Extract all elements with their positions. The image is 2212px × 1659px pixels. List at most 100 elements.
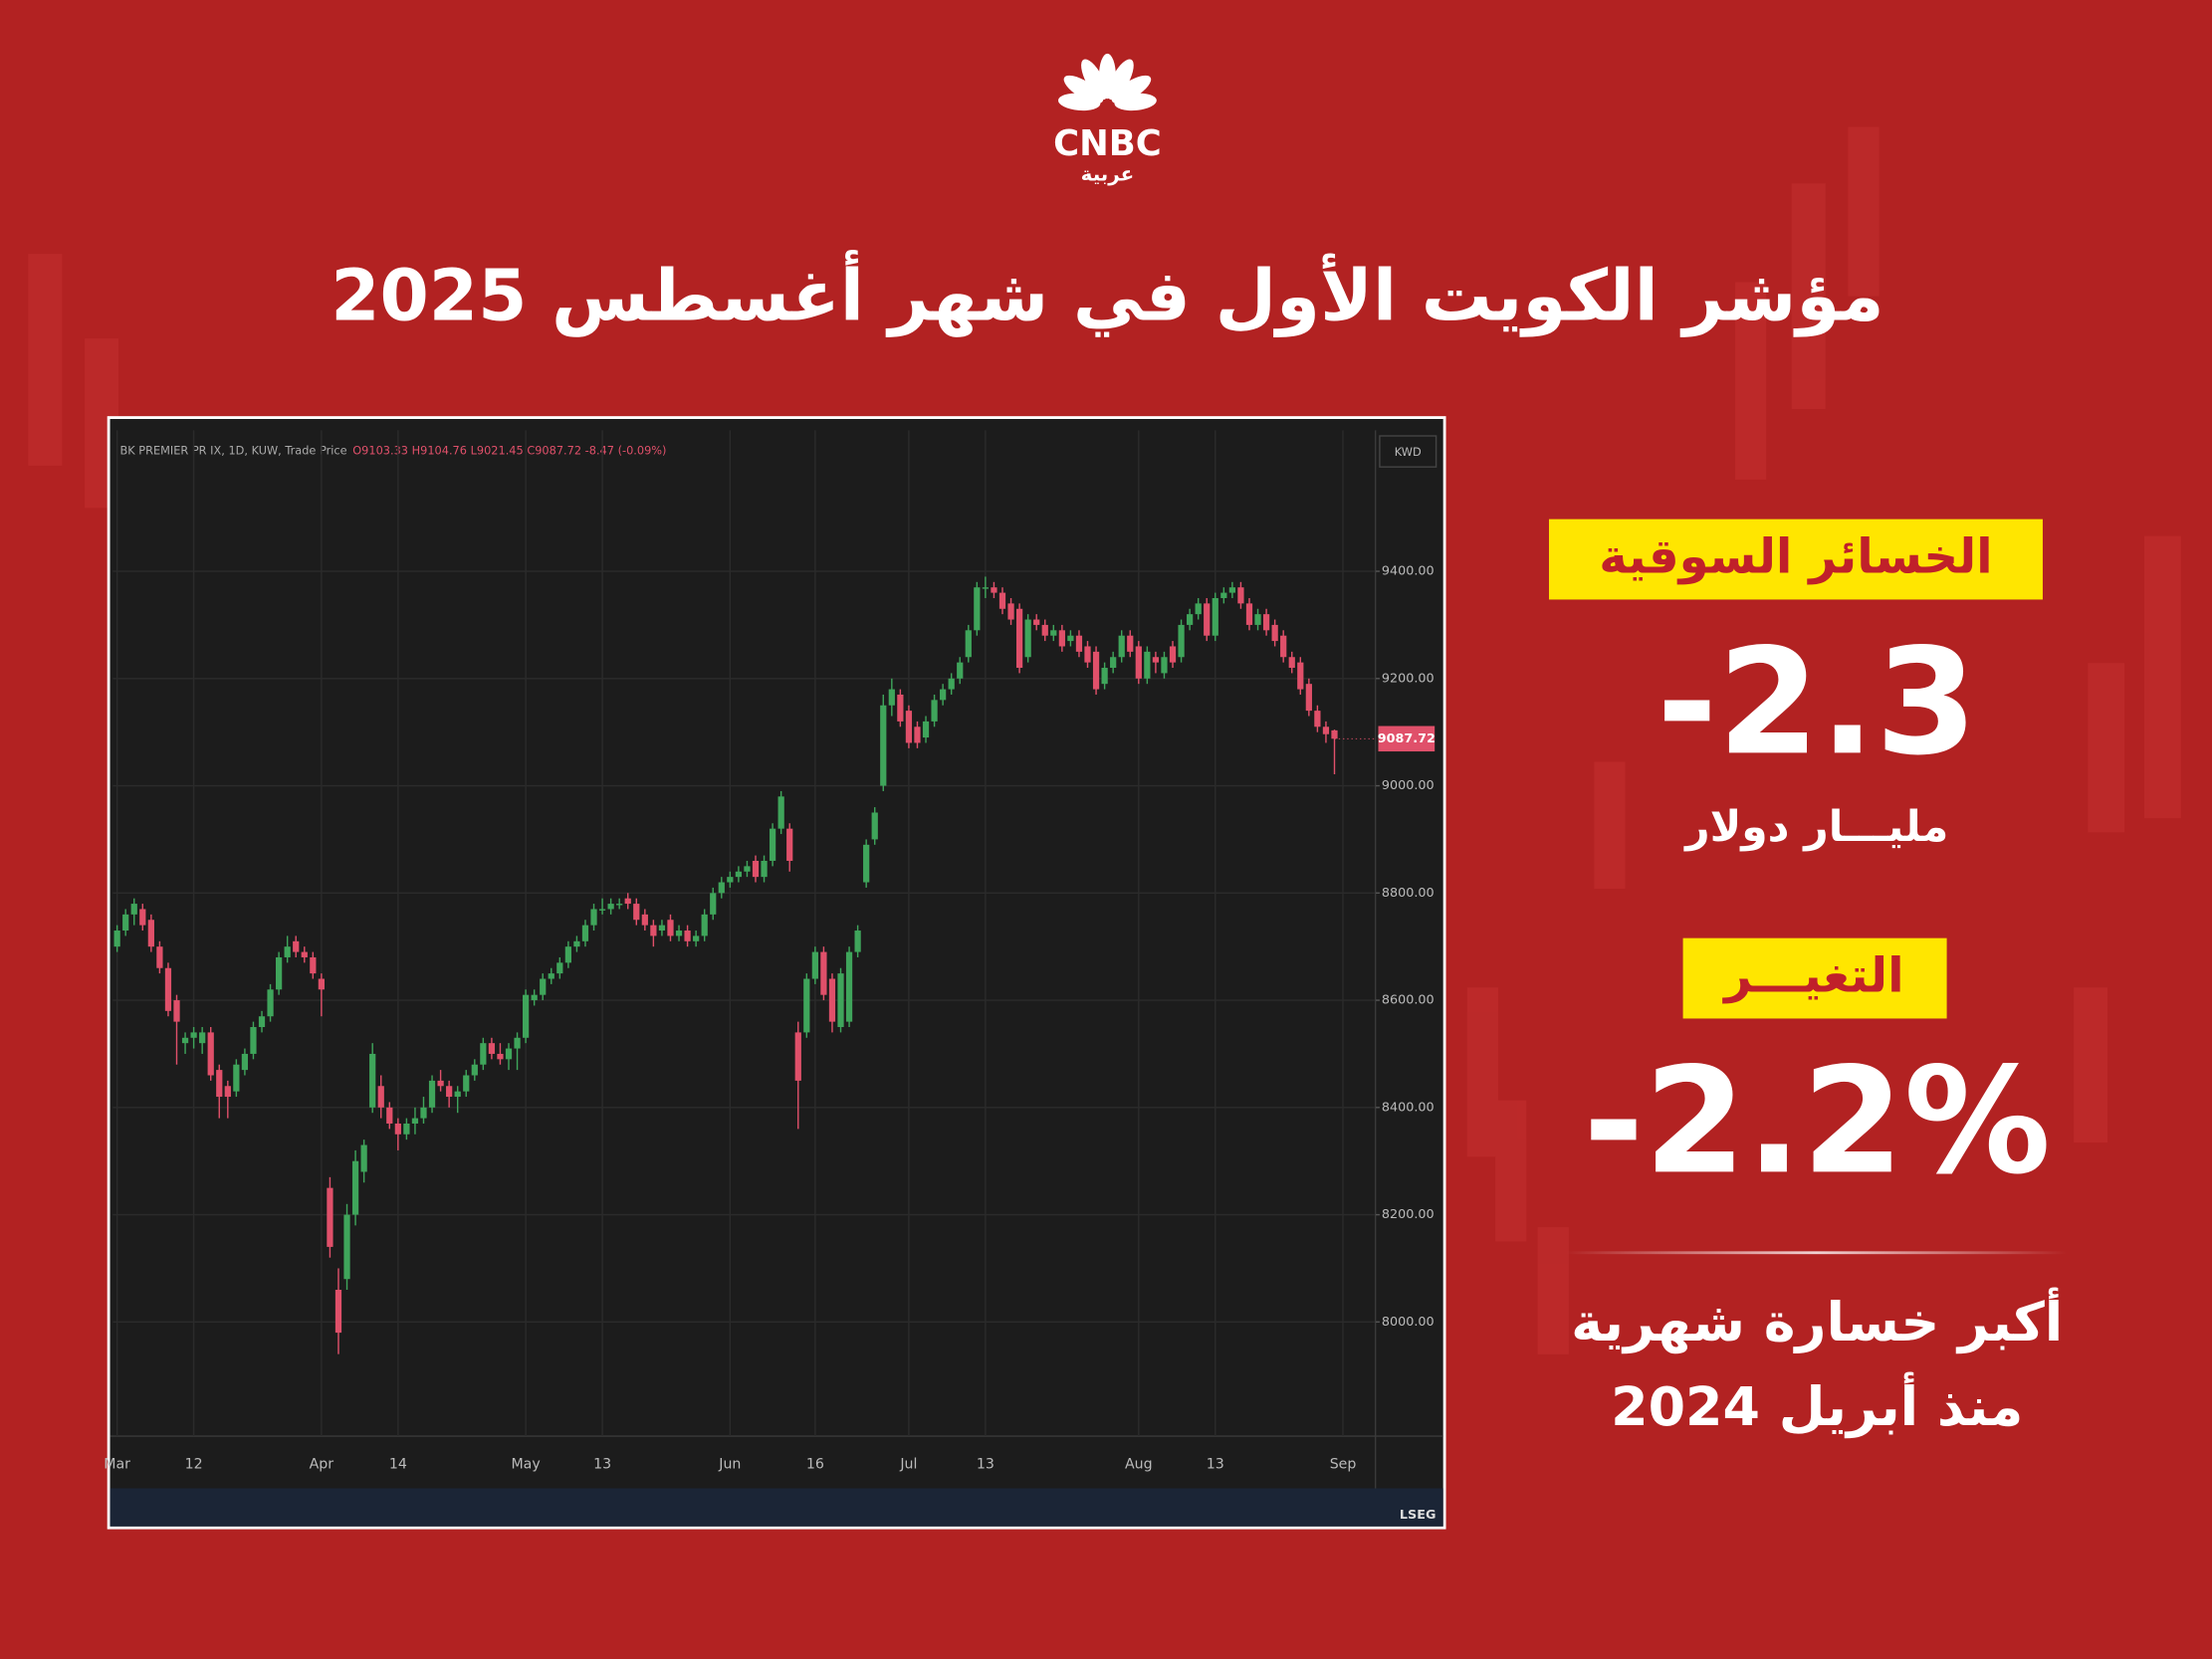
logo [1057, 53, 1157, 111]
candle-body [156, 946, 163, 968]
candle-body [1144, 651, 1151, 679]
candle-body [854, 931, 861, 952]
candle-body [1228, 587, 1235, 593]
ohlc-readout: O9103.33 H9104.76 L9021.45 C9087.72 -8.4… [352, 444, 666, 458]
y-tick-label: 8000.00 [1382, 1315, 1435, 1330]
y-tick-label: 9200.00 [1382, 671, 1435, 686]
candle-body [531, 994, 538, 1001]
candle-body [386, 1107, 393, 1124]
candle-body [974, 587, 981, 631]
candle-body [1204, 603, 1211, 636]
candle-body [590, 909, 597, 926]
candle-body [1220, 592, 1227, 598]
candle-body [905, 711, 913, 743]
note-line: أكبر خسارة شهرية [1571, 1287, 2063, 1353]
y-tick-label: 9400.00 [1382, 564, 1435, 579]
candle-body [181, 1037, 189, 1044]
candle-body [1024, 619, 1031, 658]
candle-body [1262, 614, 1270, 631]
candle-body [752, 860, 760, 878]
candle-body [1280, 635, 1287, 658]
candle-body [581, 925, 589, 941]
candle-body [811, 951, 818, 979]
candle-body [250, 1027, 257, 1054]
x-tick-label: Apr [310, 1456, 334, 1472]
candle-body [675, 931, 683, 936]
candle-body [224, 1086, 231, 1098]
x-tick-label: Sep [1330, 1456, 1357, 1472]
candle-body [369, 1053, 376, 1108]
candle-body [556, 962, 563, 974]
candle-body [351, 1160, 359, 1215]
x-tick-label: 12 [185, 1456, 203, 1472]
candle-body [693, 935, 700, 941]
candle-body [394, 1123, 401, 1135]
candle-body [173, 1000, 180, 1022]
candle-body [377, 1086, 384, 1108]
candle-body [334, 1290, 342, 1334]
candle-body [701, 914, 708, 936]
chart-footer [110, 1488, 1443, 1527]
candle-body [301, 951, 308, 957]
candle-body [480, 1043, 487, 1065]
candle-body [343, 1214, 350, 1280]
candle-body [931, 700, 938, 722]
candle-body [650, 925, 657, 936]
separator [1565, 1251, 2068, 1255]
candle-body [564, 946, 571, 963]
x-tick-label: 14 [389, 1456, 407, 1472]
label-box [1548, 518, 2043, 600]
candle-body [786, 828, 793, 861]
candle-body [658, 925, 666, 932]
candle-body [871, 812, 878, 840]
candle-body [190, 1032, 197, 1038]
candle-body [633, 904, 640, 921]
candle-body [1041, 624, 1048, 636]
background-decoration [28, 126, 2181, 1354]
x-tick-label: May [511, 1456, 540, 1472]
candle-body [113, 931, 120, 947]
candle-body [794, 1032, 801, 1081]
candle-body [216, 1070, 223, 1098]
candle-body [147, 920, 154, 947]
candle-body [540, 978, 547, 995]
candle-body [888, 689, 895, 706]
candle-body [573, 940, 580, 947]
candle-body [1152, 657, 1160, 663]
candle-body [284, 946, 291, 957]
logo-sub: عربية [1081, 162, 1134, 185]
candle-body [965, 630, 972, 658]
candle-body [1135, 646, 1142, 679]
candle-body [1007, 603, 1014, 620]
candle-body [403, 1123, 410, 1135]
candle-body [488, 1043, 496, 1054]
candle-body [998, 592, 1006, 609]
last-price-label: 9087.72 [1378, 731, 1436, 746]
candle-body [641, 914, 648, 926]
candle-body [360, 1144, 367, 1172]
candle-body [828, 978, 836, 1022]
candle-body [1314, 711, 1321, 727]
candle-body [1195, 603, 1202, 615]
source: LSEG [1400, 1508, 1436, 1523]
candle-body [276, 956, 283, 990]
candle-body [1058, 630, 1065, 647]
candle-body [624, 898, 631, 905]
candle-body [428, 1080, 436, 1108]
candle-body [845, 951, 853, 1022]
candle-body [880, 705, 887, 786]
candle-body [1110, 657, 1117, 669]
y-tick-label: 8400.00 [1382, 1100, 1435, 1115]
candle-body [548, 973, 554, 979]
candle-body [735, 871, 743, 878]
candle-body [1075, 635, 1083, 652]
candle-body [616, 904, 623, 906]
x-tick-label: 13 [977, 1456, 995, 1472]
candle-body [454, 1091, 461, 1098]
candle-body [293, 940, 300, 952]
candle-body [1305, 684, 1312, 712]
candle-body [863, 844, 870, 883]
candle-body [957, 662, 964, 679]
candle-body [803, 978, 810, 1033]
